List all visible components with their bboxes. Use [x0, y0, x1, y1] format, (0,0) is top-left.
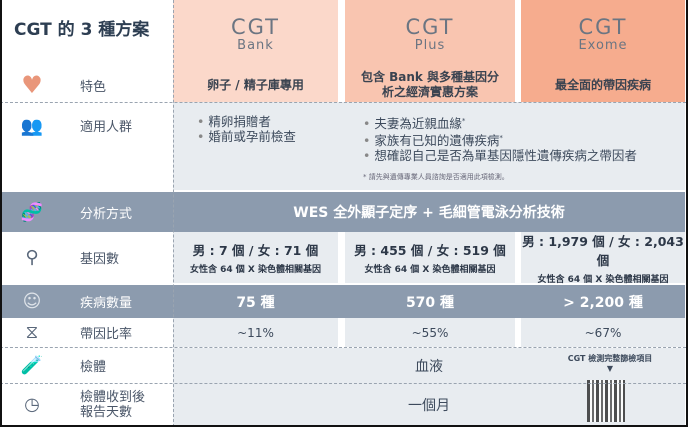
population-list-plus-exome: 夫妻為近親血緣*家族有已知的遺傳疾病*想確認自己是否為單基因隱性遺傳疾病之帶因者: [363, 114, 637, 163]
genes-exome: 男 : 1,979 個 / 女 : 2,043 個女性含 64 個 X 染色體相…: [521, 232, 685, 285]
footnote: * 請先與遺傳專業人員諮詢是否適用此項檢測。: [363, 173, 509, 181]
heart-icon: ♥: [21, 71, 43, 99]
genes-note: 女性含 64 個 X 染色體相關基因: [537, 274, 669, 285]
face-icon: ☺: [22, 291, 42, 312]
label: 分析方式: [80, 206, 133, 222]
text: 家族有已知的遺傳疾病: [374, 133, 500, 149]
feature-plus: 包含 Bank 與多種基因分析之經濟實惠方案: [345, 68, 515, 102]
row-label-ratio: ⧖ 帶因比率: [0, 318, 173, 347]
row-label-days: ◷ 檢體收到後報告天數: [0, 384, 173, 425]
ratio-exome: ~67%: [521, 318, 685, 347]
population-cell: 精卵捐贈者婚前或孕前檢查 夫妻為近親血緣*家族有已知的遺傳疾病*想確認自己是否為…: [173, 102, 685, 190]
label: 檢體收到後報告天數: [80, 389, 146, 420]
list-item: 夫妻為近親血緣*: [363, 114, 637, 131]
qr-caption-text: CGT 檢測完整篩檢項目: [567, 354, 653, 363]
plan-name: CGT: [578, 14, 628, 39]
plan-header-exome: CGT Exome: [521, 0, 685, 68]
plan-sub: Bank: [237, 37, 274, 53]
dna-search-icon: ⚲: [25, 247, 39, 268]
people-icon: 👥: [20, 116, 44, 137]
list-item: 家族有已知的遺傳疾病*: [363, 131, 637, 148]
ratio-plus: ~55%: [345, 318, 515, 347]
genes-bank: 男 : 7 個 / 女 : 71 個女性含 64 個 X 染色體相關基因: [173, 232, 338, 283]
row-label-population: 👥 適用人群: [0, 102, 173, 190]
days-value: 一個月: [408, 397, 450, 414]
test-tube-icon: 🧪: [20, 355, 44, 376]
row-label-method: 🧬 分析方式: [0, 192, 173, 232]
population-list-bank: 精卵捐贈者婚前或孕前檢查: [197, 114, 296, 144]
row-label-specimen: 🧪 檢體: [0, 348, 173, 383]
method-value: WES 全外顯子定序 + 毛細管電泳分析技術: [173, 192, 685, 232]
clock-icon: ◷: [24, 394, 40, 415]
label: 檢體: [80, 360, 107, 375]
plan-name: CGT: [230, 14, 280, 39]
feature-bank: 卵子 / 精子庫專用: [173, 68, 338, 102]
diseases-row: [173, 285, 685, 318]
diseases-bank: 75 種: [236, 294, 275, 311]
genes-plus: 男 : 455 個 / 女 : 519 個女性含 64 個 X 染色體相關基因: [345, 232, 515, 283]
list-item: 想確認自己是否為單基因隱性遺傳疾病之帶因者: [363, 148, 637, 163]
list-item: 精卵捐贈者: [197, 114, 296, 129]
dna-strand-icon: ⧖: [25, 322, 39, 343]
qr-code[interactable]: [587, 380, 625, 422]
row-label-diseases: ☺ 疾病數量: [0, 285, 173, 318]
diseases-exome: > 2,200 種: [563, 294, 643, 311]
dna-icon: 🧬: [20, 201, 44, 223]
feature-exome: 最全面的帶因疾病: [521, 68, 685, 102]
text: 夫妻為近親血緣: [374, 116, 462, 132]
plan-name: CGT: [405, 14, 455, 39]
plan-header-bank: CGT Bank: [173, 0, 338, 68]
label: 適用人群: [80, 120, 133, 135]
genes-main: 男 : 7 個 / 女 : 71 個: [192, 243, 319, 258]
genes-note: 女性含 64 個 X 染色體相關基因: [364, 265, 496, 275]
arrow-down-icon: ▼: [606, 364, 614, 373]
page-title: CGT 的 3 種方案: [14, 20, 150, 40]
ratio-bank: ~11%: [173, 318, 338, 347]
genes-main: 男 : 455 個 / 女 : 519 個: [354, 243, 506, 258]
genes-note: 女性含 64 個 X 染色體相關基因: [190, 265, 321, 275]
plan-sub: Exome: [578, 37, 628, 53]
genes-main: 男 : 1,979 個 / 女 : 2,043 個: [522, 233, 684, 268]
plan-sub: Plus: [414, 37, 446, 53]
row-label-feature: ♥ 特色: [0, 68, 173, 102]
label: 基因數: [80, 252, 120, 267]
specimen-value: 血液: [415, 358, 443, 375]
qr-caption: CGT 檢測完整篩檢項目 ▼: [540, 354, 680, 374]
list-item: 婚前或孕前檢查: [197, 129, 296, 144]
diseases-plus: 570 種: [405, 294, 455, 311]
row-label-genes: ⚲ 基因數: [0, 232, 173, 283]
label: 特色: [80, 79, 107, 95]
label: 帶因比率: [80, 327, 133, 342]
label: 疾病數量: [80, 296, 133, 311]
plan-header-plus: CGT Plus: [345, 0, 515, 68]
